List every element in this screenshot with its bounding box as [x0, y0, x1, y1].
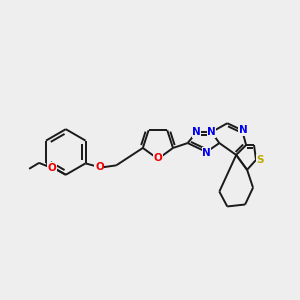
- Text: N: N: [207, 127, 216, 137]
- Text: S: S: [256, 155, 264, 165]
- Text: O: O: [47, 163, 56, 173]
- Text: N: N: [202, 148, 211, 158]
- Text: O: O: [154, 153, 162, 163]
- Text: N: N: [192, 127, 201, 137]
- Text: N: N: [239, 125, 248, 135]
- Text: O: O: [95, 162, 104, 172]
